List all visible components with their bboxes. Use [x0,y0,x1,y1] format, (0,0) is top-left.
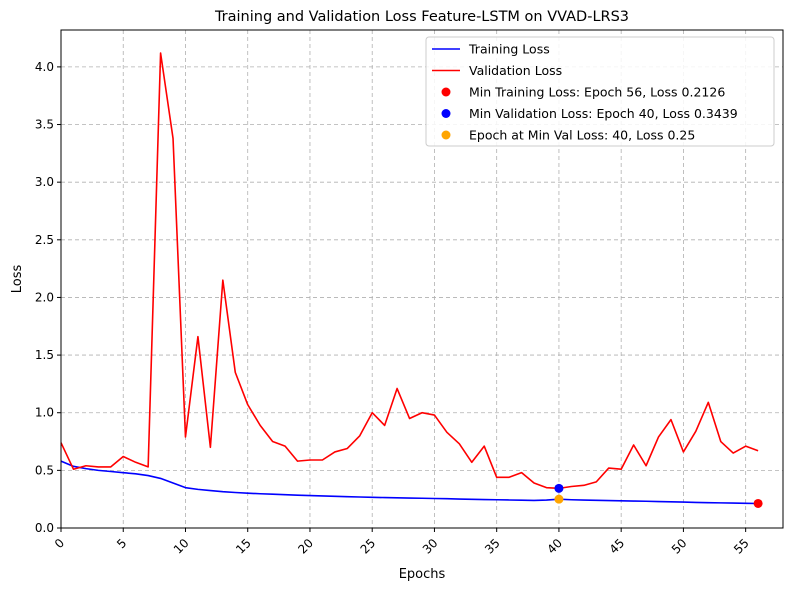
y-tick-label: 3.5 [35,118,54,132]
legend-validation-loss-label: Validation Loss [469,63,562,78]
x-tick-label: 45 [607,536,628,557]
x-tick-label: 10 [171,536,192,557]
x-tick-label: 20 [295,536,316,557]
y-tick-label: 1.0 [35,406,54,420]
x-tick-label: 35 [482,536,503,557]
legend-min-training-loss-marker-swatch [441,87,451,97]
y-tick-label: 0.0 [35,521,54,535]
y-tick-label: 3.0 [35,175,54,189]
legend-box [425,36,775,147]
y-tick-label: 1.5 [35,348,54,362]
x-tick-label: 0 [52,536,67,551]
min-validation-loss-marker [554,483,564,493]
legend-min-training-loss-marker-label: Min Training Loss: Epoch 56, Loss 0.2126 [469,85,725,100]
x-tick-label: 15 [233,536,254,557]
y-axis-label: Loss [10,265,25,294]
y-tick-label: 0.5 [35,463,54,477]
series-lines [60,52,759,505]
min-val-epoch-marker [554,494,564,504]
min-training-loss-marker [753,498,763,508]
chart-title: Training and Validation Loss Feature-LST… [214,9,629,25]
legend-training-loss-label: Training Loss [468,42,550,57]
min-markers [554,483,763,508]
x-tick-label: 50 [669,536,690,557]
x-axis-label: Epochs [399,567,446,582]
y-tick-label: 2.5 [35,233,54,247]
training-loss-line [60,460,759,505]
x-tick-label: 30 [420,536,441,557]
legend-min-val-epoch-marker-swatch [441,130,451,140]
plot-frame [60,29,784,529]
x-tick-label: 5 [114,536,129,551]
y-tick-label: 2.0 [35,290,54,304]
legend: Training Loss Validation Loss Min Training… [425,36,775,147]
x-tick-label: 25 [358,536,379,557]
validation-loss-line [60,52,759,490]
legend-min-val-epoch-marker-label: Epoch at Min Val Loss: 40, Loss 0.25 [469,128,695,143]
legend-min-validation-loss-marker-swatch [441,109,451,118]
legend-min-validation-loss-marker-label: Min Validation Loss: Epoch 40, Loss 0.34… [469,106,738,121]
x-tick-label: 40 [544,536,565,557]
x-tick-label: 55 [731,536,752,557]
y-tick-label: 4.0 [35,60,54,74]
